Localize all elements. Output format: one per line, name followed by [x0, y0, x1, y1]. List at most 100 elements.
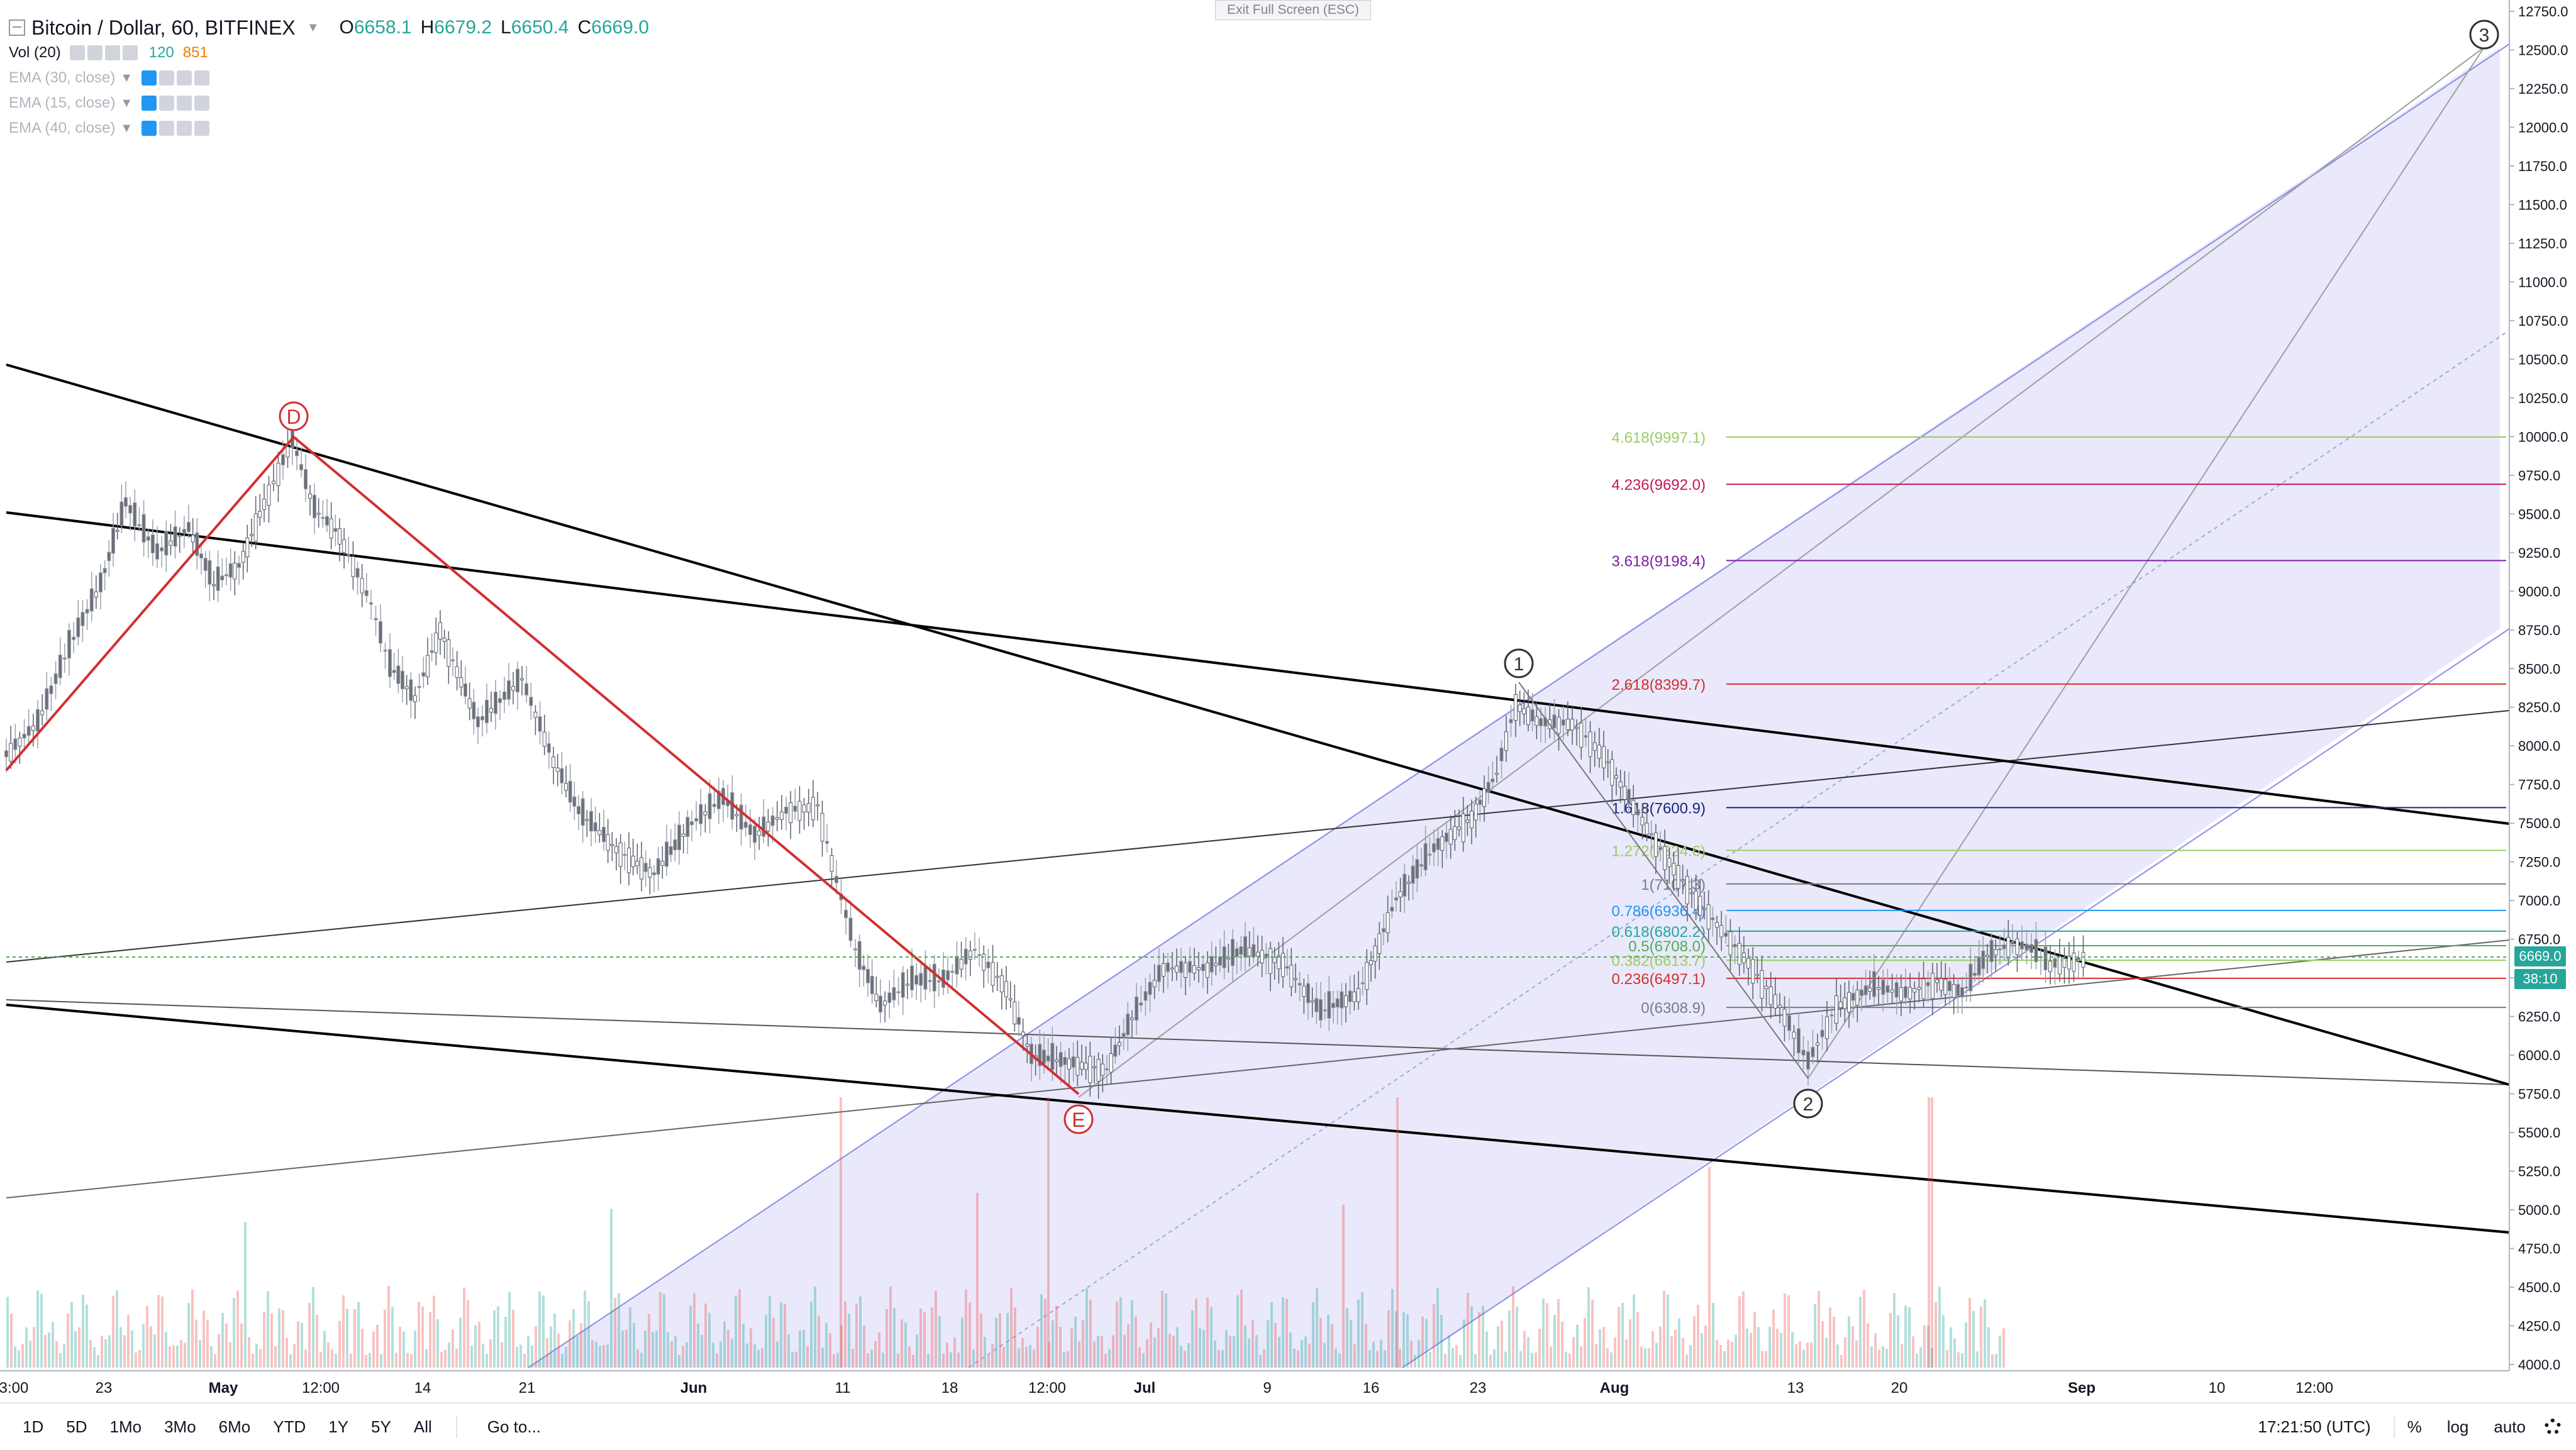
- volume-bar: [1078, 1341, 1080, 1368]
- timeframe-3mo[interactable]: 3Mo: [164, 1417, 196, 1436]
- timeframe-all[interactable]: All: [413, 1417, 432, 1436]
- candle-body: [421, 672, 426, 677]
- volume-bar: [1516, 1306, 1518, 1368]
- indicator-label[interactable]: EMA (40, close): [9, 119, 116, 136]
- volume-bar: [184, 1342, 186, 1368]
- time-axis[interactable]: [0, 1371, 2509, 1402]
- eye-icon[interactable]: [69, 45, 85, 60]
- percent-toggle[interactable]: %: [2407, 1417, 2422, 1436]
- more-icon[interactable]: [194, 121, 210, 136]
- volume-bar: [1384, 1350, 1386, 1368]
- candle-body: [107, 551, 111, 562]
- timeframe-1d[interactable]: 1D: [23, 1417, 44, 1436]
- wave-label-2[interactable]: 2: [1793, 1088, 1823, 1119]
- candle-body: [1787, 1015, 1791, 1031]
- candle-body: [779, 811, 784, 820]
- volume-bar: [369, 1353, 371, 1368]
- close-icon[interactable]: [177, 121, 192, 136]
- chevron-down-icon[interactable]: ▼: [120, 121, 133, 135]
- candle-body: [1851, 992, 1855, 1001]
- gear-icon[interactable]: [159, 70, 175, 86]
- candle-body: [910, 965, 914, 990]
- price-axis[interactable]: [2509, 0, 2576, 1371]
- candle-body: [137, 524, 142, 526]
- volume-bar: [308, 1302, 311, 1368]
- symbol-title[interactable]: Bitcoin / Dollar, 60, BITFINEX: [31, 16, 296, 39]
- utc-clock[interactable]: 17:21:50 (UTC): [2258, 1417, 2371, 1436]
- volume-bar: [1757, 1327, 1760, 1368]
- gear-icon[interactable]: [159, 121, 175, 136]
- chevron-down-icon[interactable]: ▼: [306, 20, 319, 35]
- candle-body: [1694, 890, 1698, 910]
- candle-body: [502, 691, 506, 700]
- auto-toggle[interactable]: auto: [2494, 1417, 2526, 1436]
- timeframe-5d[interactable]: 5D: [66, 1417, 87, 1436]
- candle-body: [538, 716, 542, 732]
- timeframe-1mo[interactable]: 1Mo: [109, 1417, 142, 1436]
- volume-bar: [1519, 1351, 1522, 1368]
- timeframe-ytd[interactable]: YTD: [273, 1417, 306, 1436]
- volume-label[interactable]: Vol (20): [9, 44, 61, 61]
- close-icon[interactable]: [177, 70, 192, 86]
- gear-icon[interactable]: [159, 96, 175, 111]
- candle-body: [1860, 989, 1863, 997]
- chevron-down-icon[interactable]: ▼: [120, 96, 133, 110]
- volume-bar: [342, 1295, 345, 1368]
- volume-bar: [1648, 1348, 1650, 1368]
- gear-icon[interactable]: [87, 45, 103, 60]
- volume-bar: [1240, 1289, 1243, 1368]
- candle-body: [946, 970, 950, 980]
- timeframe-1y[interactable]: 1Y: [328, 1417, 349, 1436]
- volume-bar: [599, 1346, 601, 1368]
- more-icon[interactable]: [122, 45, 138, 60]
- volume-bar: [731, 1338, 733, 1368]
- more-icon[interactable]: [194, 70, 210, 86]
- time-tick-label: Jun: [680, 1380, 708, 1397]
- close-icon[interactable]: [104, 45, 120, 60]
- candle-body: [896, 991, 901, 993]
- candle-body: [589, 811, 593, 832]
- candle-body: [699, 804, 703, 824]
- candle-body: [286, 446, 290, 458]
- indicator-row-ema40: EMA (40, close) ▼: [9, 116, 649, 141]
- volume-bar: [795, 1351, 797, 1368]
- candle-body: [1348, 990, 1352, 1002]
- candle-body: [820, 812, 824, 842]
- log-toggle[interactable]: log: [2446, 1417, 2469, 1436]
- chevron-down-icon[interactable]: ▼: [120, 70, 133, 85]
- candle-body: [703, 811, 708, 816]
- price-tick-label: 6000.0: [2518, 1048, 2560, 1063]
- wave-label-d[interactable]: D: [279, 401, 309, 431]
- candle-body: [1943, 979, 1948, 995]
- volume-bar: [1904, 1305, 1907, 1368]
- wave-label-3[interactable]: 3: [2469, 19, 2499, 50]
- more-icon[interactable]: [194, 96, 210, 111]
- eye-icon[interactable]: [142, 121, 157, 136]
- wave-label-1[interactable]: 1: [1504, 648, 1534, 678]
- close-icon[interactable]: [177, 96, 192, 111]
- volume-bar: [1018, 1348, 1020, 1368]
- ohlc-open-value: 6658.1: [353, 17, 412, 38]
- candle-body: [1285, 966, 1289, 969]
- candle-body: [2053, 958, 2057, 968]
- eye-icon[interactable]: [142, 70, 157, 86]
- goto-button[interactable]: Go to...: [487, 1417, 541, 1436]
- exit-fullscreen-button[interactable]: Exit Full Screen (ESC): [1215, 0, 1371, 20]
- volume-bar: [1304, 1336, 1307, 1368]
- eye-icon[interactable]: [142, 96, 157, 111]
- settings-icon[interactable]: [2545, 1419, 2561, 1435]
- collapse-icon[interactable]: [9, 19, 25, 36]
- wave-label-e[interactable]: E: [1063, 1104, 1094, 1134]
- timeframe-5y[interactable]: 5Y: [371, 1417, 391, 1436]
- candle-body: [547, 743, 551, 753]
- volume-bar: [644, 1331, 647, 1368]
- indicator-label[interactable]: EMA (30, close): [9, 69, 116, 86]
- indicator-label[interactable]: EMA (15, close): [9, 94, 116, 111]
- volume-bar: [176, 1345, 179, 1368]
- timeframe-6mo[interactable]: 6Mo: [218, 1417, 251, 1436]
- volume-bar: [135, 1353, 137, 1368]
- volume-bar: [1972, 1310, 1975, 1368]
- wave-1-2-path: [1518, 682, 1809, 1079]
- candle-body: [62, 657, 67, 660]
